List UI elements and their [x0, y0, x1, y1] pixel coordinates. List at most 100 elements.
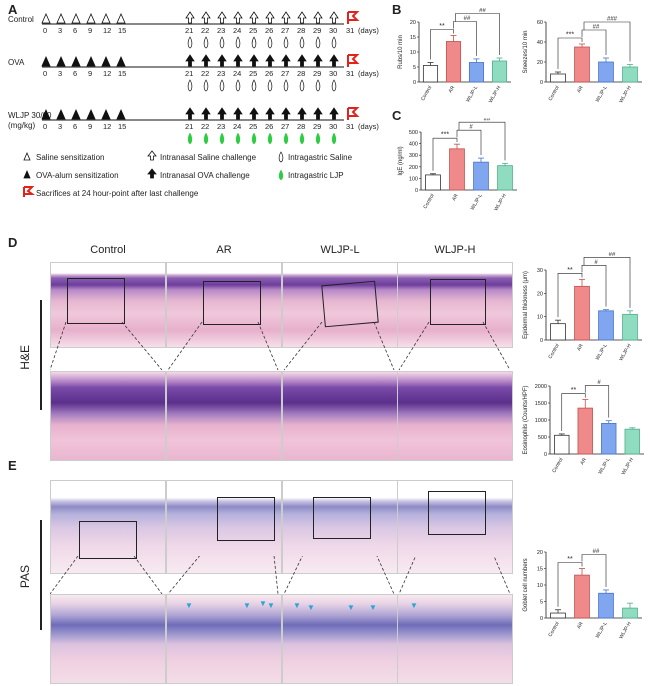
x-tick-label: Control [547, 621, 560, 638]
y-tick-label: 2000 [535, 384, 547, 390]
ova-sensitization-icon [116, 56, 126, 67]
sig-bracket [455, 13, 500, 55]
bar-wljp-l [598, 61, 614, 83]
intragastric-saline-icon [331, 36, 337, 49]
sig-label: ** [439, 23, 445, 30]
sig-label: # [469, 125, 473, 131]
intragastric-saline-icon [283, 79, 289, 92]
goblet-arrow-icon: ▼ [347, 603, 355, 612]
bar-control [550, 612, 566, 619]
bar-ar [449, 148, 465, 191]
legend-sacrifice: Sacrifices at 24 hour-point after last c… [36, 189, 199, 198]
intragastric-ljp-icon [187, 132, 193, 145]
x-tick-label: WLJP-L [595, 621, 609, 640]
day-label: 28 [297, 122, 305, 131]
bar-ar [574, 46, 590, 83]
intragastric-ljp-icon [267, 132, 273, 145]
x-tick-label: AR [576, 343, 585, 352]
sig-bracket [458, 121, 506, 161]
y-tick-label: 400 [409, 142, 418, 148]
sig-bracket [561, 393, 586, 431]
day-label: 22 [201, 122, 209, 131]
y-tick-label: 10 [410, 50, 416, 56]
x-tick-label: WLJP-H [488, 85, 503, 104]
ova-challenge-arrow-icon [281, 107, 291, 120]
day-label: 22 [201, 26, 209, 35]
day-label: 25 [249, 69, 257, 78]
day-label: 9 [88, 69, 92, 78]
day-label: 28 [297, 69, 305, 78]
sig-label: ** [567, 556, 573, 563]
ova-challenge-arrow-icon [329, 107, 339, 120]
y-tick-label: 1500 [535, 401, 547, 407]
legend-ova-sensitization: OVA-alum sensitization [36, 171, 119, 180]
ova-sensitization-icon [116, 109, 126, 120]
y-tick-label: 0 [413, 80, 416, 86]
x-tick-label: AR [576, 621, 585, 630]
roi-box [203, 281, 261, 325]
day-label: 28 [297, 26, 305, 35]
saline-challenge-arrow-icon [329, 11, 339, 24]
pas-ar-highmag: ▼ ▼ ▼ ▼ [166, 594, 282, 684]
goblet-arrow-icon: ▼ [307, 603, 315, 612]
x-tick-label: WLJP-H [618, 343, 633, 362]
x-tick-label: Control [551, 457, 564, 474]
intragastric-saline-icon [187, 36, 193, 49]
ova-challenge-arrow-icon [201, 54, 211, 67]
saline-challenge-arrow-icon [185, 11, 195, 24]
intragastric-saline-icon [299, 79, 305, 92]
group-unit-label: (mg/kg) [8, 121, 35, 130]
ova-sensitization-icon [101, 56, 111, 67]
intragastric-ljp-icon [219, 132, 225, 145]
sig-label: # [594, 260, 598, 266]
intragastric-ljp-icon [235, 132, 241, 145]
day-label: 24 [233, 122, 241, 131]
saline-sensitization-icon [116, 13, 126, 24]
sacrifice-flag-icon [347, 11, 360, 24]
ova-sensitization-icon [23, 169, 31, 179]
day-label: 23 [217, 69, 225, 78]
ova-sensitization-icon [56, 109, 66, 120]
saline-challenge-arrow-icon [297, 11, 307, 24]
bar-control [550, 73, 566, 83]
bar-wljp-l [473, 161, 489, 191]
y-tick-label: 5 [540, 600, 543, 606]
sacrifice-flag-icon [347, 107, 360, 120]
bar-ar [574, 574, 590, 619]
x-tick-label: WLJP-L [595, 85, 609, 104]
saline-sensitization-icon [23, 151, 31, 161]
bar-wljp-l [601, 423, 617, 455]
column-header-control: Control [90, 244, 126, 256]
day-label: 25 [249, 122, 257, 131]
sig-bracket [557, 562, 583, 607]
y-tick-label: 20 [537, 550, 543, 556]
y-axis-label: Eosinophils (Counts/HPF) [523, 385, 529, 454]
ova-challenge-arrow-icon [217, 54, 227, 67]
column-header-wljpl: WLJP-L [320, 244, 360, 256]
x-tick-label: Control [420, 85, 433, 102]
ova-sensitization-icon [56, 56, 66, 67]
sig-label: ## [593, 25, 600, 31]
x-tick-label: WLJP-H [620, 457, 635, 476]
y-tick-label: 20 [537, 60, 543, 66]
sig-label: ## [464, 16, 471, 22]
chart-sneezes: 0 20 40 60 Sneezes/10 min Control AR WLJP-L WLJP… [523, 17, 642, 104]
intragastric-saline-icon [251, 79, 257, 92]
day-label: 21 [185, 122, 193, 131]
ova-challenge-arrow-icon [313, 107, 323, 120]
bar-wljp-h [622, 607, 638, 619]
day-label: 12 [103, 122, 111, 131]
bar-wljp-l [598, 310, 614, 341]
chart-epidermal-thickness: 0 10 20 30 Epidermal thickness (μm) Control AR… [523, 252, 642, 362]
column-header-wljph: WLJP-H [434, 244, 476, 256]
zoom-guides-pas [50, 556, 511, 595]
he-wljph-lowmag [397, 262, 513, 348]
y-axis-label: Goblet cell numbers [523, 558, 529, 611]
sig-label: ** [571, 387, 577, 394]
day-label: 0 [43, 26, 47, 35]
intragastric-saline-icon [331, 79, 337, 92]
intragastric-saline-icon [278, 151, 284, 163]
saline-sensitization-icon [101, 13, 111, 24]
day-label: 27 [281, 26, 289, 35]
